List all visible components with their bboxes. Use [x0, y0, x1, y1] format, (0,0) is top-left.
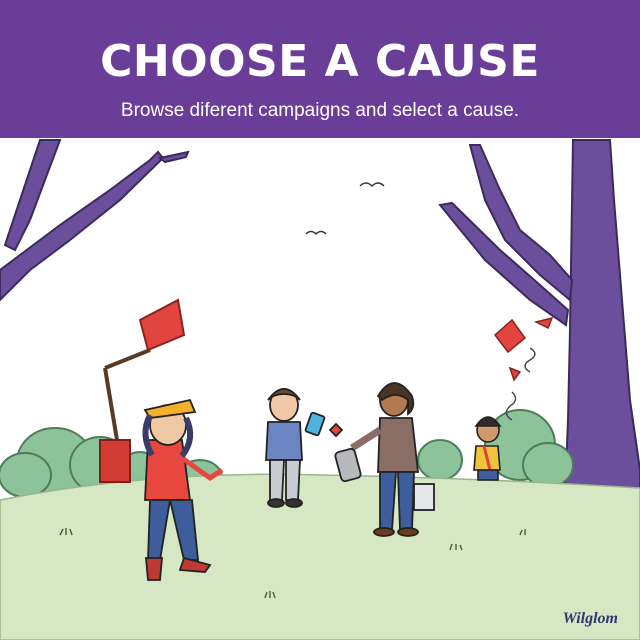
header-banner: CHOOSE A CAUSE Browse diferent campaigns…: [0, 0, 640, 138]
right-tree: [438, 139, 640, 496]
page-subtitle: Browse diferent campaigns and select a c…: [120, 100, 520, 121]
child-with-phone: [265, 388, 326, 508]
child-with-can: [328, 382, 435, 537]
left-tree: [0, 139, 190, 302]
child-in-background: [473, 416, 502, 481]
grass-field: [0, 473, 640, 640]
artist-signature: Wilglom: [562, 610, 618, 627]
child-with-cap: [142, 398, 224, 581]
red-flag-pole: [99, 298, 186, 483]
bird-icon: [305, 230, 327, 236]
flying-paper-pieces: [493, 316, 554, 382]
park-illustration: [0, 138, 640, 640]
bird-icon: [359, 182, 385, 188]
page-title: CHOOSE A CAUSE: [100, 36, 540, 87]
